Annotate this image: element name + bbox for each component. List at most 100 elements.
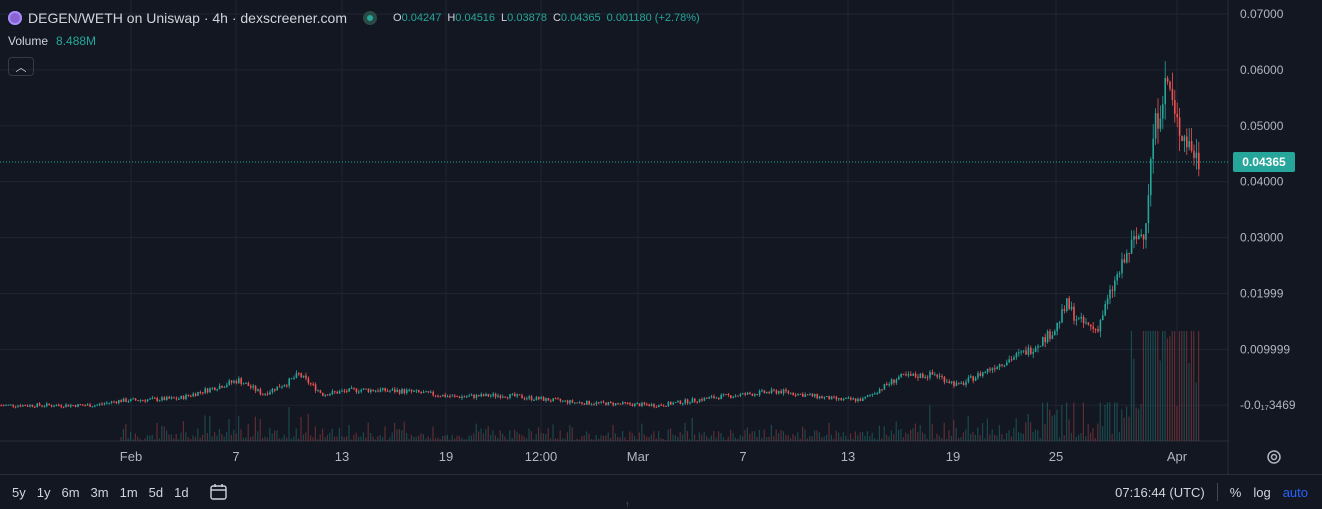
percent-scale-toggle[interactable]: % — [1229, 484, 1242, 500]
volume-bar — [511, 437, 513, 441]
volume-bar — [696, 439, 698, 441]
candle-body — [317, 390, 319, 392]
volume-bar — [1138, 408, 1140, 441]
candle-body — [300, 373, 302, 378]
volume-bar — [914, 423, 916, 441]
volume-bar — [876, 439, 878, 441]
volume-bar — [886, 435, 888, 441]
range-5d[interactable]: 5d — [148, 484, 164, 500]
volume-bar — [1090, 432, 1092, 441]
volume-bar — [526, 438, 528, 441]
volume-bar — [943, 422, 945, 441]
candle-body — [749, 392, 751, 394]
candle-body — [1142, 234, 1145, 240]
volume-bar — [295, 428, 297, 441]
candle-body — [202, 392, 204, 394]
candle-body — [1092, 326, 1094, 330]
candle-body — [67, 404, 70, 407]
candle-body — [962, 382, 965, 385]
volume-bar — [607, 432, 609, 441]
volume-bar — [216, 435, 218, 441]
candle-body — [343, 390, 346, 392]
volume-bar — [864, 435, 866, 441]
candle-body — [881, 389, 883, 391]
price-axis[interactable]: 0.07000 0.06000 0.05000 0.04000 0.03000 0.019… — [1240, 7, 1296, 412]
candle-body — [358, 391, 360, 393]
volume-bar — [926, 438, 928, 441]
candle-body — [326, 394, 329, 396]
range-1d[interactable]: 1d — [174, 484, 189, 500]
candle-body — [252, 385, 254, 388]
candle-body — [271, 388, 274, 393]
range-3m[interactable]: 3m — [90, 484, 109, 500]
candle-body — [725, 394, 727, 396]
candle-body — [206, 388, 209, 393]
volume-bar — [1178, 331, 1180, 441]
utc-clock[interactable]: 07:16:44 (UTC) — [1115, 484, 1205, 500]
volume-bar — [614, 433, 616, 441]
candlestick-chart[interactable]: 0.07000 0.06000 0.05000 0.04000 0.03000 0.019… — [0, 0, 1322, 474]
pane-resize-handle[interactable]: ↑ — [625, 499, 630, 509]
volume-bar — [1128, 416, 1130, 441]
candle-body — [1044, 337, 1046, 343]
candle-body — [965, 381, 967, 385]
candle-body — [818, 396, 821, 399]
range-6m[interactable]: 6m — [61, 484, 80, 500]
settings-icon[interactable] — [1265, 448, 1283, 466]
range-5y[interactable]: 5y — [12, 484, 26, 500]
candle-body — [542, 397, 545, 401]
calendar-range-icon[interactable] — [209, 483, 229, 501]
volume-bar — [506, 439, 508, 441]
volume-bar — [679, 431, 681, 441]
candle-body — [137, 400, 139, 402]
volume-bar — [883, 426, 885, 441]
candle-body — [1039, 345, 1042, 347]
candle-body — [372, 389, 374, 392]
log-scale-toggle[interactable]: log — [1253, 484, 1271, 500]
candle-body — [235, 380, 238, 384]
candle-body — [1109, 289, 1111, 299]
range-1m[interactable]: 1m — [119, 484, 138, 500]
candle-body — [132, 398, 134, 400]
candle-body — [134, 398, 137, 401]
volume-bar — [1034, 429, 1036, 441]
volume-bar — [1003, 439, 1005, 441]
auto-scale-toggle[interactable]: auto — [1282, 484, 1308, 500]
candle-body — [480, 394, 482, 397]
candle-body — [22, 405, 24, 407]
candle-body — [175, 398, 178, 400]
candle-body — [485, 393, 487, 397]
candle-body — [286, 385, 288, 387]
volume-bar — [286, 437, 288, 441]
volume-bar — [658, 431, 660, 441]
candle-body — [190, 395, 192, 397]
volume-bar — [907, 433, 909, 441]
volume-bar — [533, 439, 535, 441]
time-axis[interactable]: Feb 7 13 19 12:00 Mar 7 13 19 25 Apr — [120, 449, 1188, 464]
candle-body — [118, 400, 120, 404]
volume-bar — [830, 434, 832, 441]
volume-bar — [881, 438, 883, 441]
candle-body — [0, 405, 2, 407]
volume-bar — [646, 436, 648, 441]
volume-bar — [950, 435, 952, 441]
candle-body — [461, 396, 463, 398]
candle-body — [1166, 77, 1169, 82]
volume-bar — [314, 426, 316, 441]
candle-body — [1075, 319, 1078, 321]
candle-body — [626, 402, 629, 404]
volume-bar — [1123, 417, 1125, 441]
range-1y[interactable]: 1y — [36, 484, 51, 500]
volume-bar — [922, 432, 924, 441]
volume-bar — [1082, 402, 1084, 441]
candle-body — [658, 404, 660, 408]
volume-bar — [1068, 419, 1070, 441]
volume-bar — [240, 429, 242, 441]
volume-bar — [854, 431, 856, 441]
volume-bar — [600, 435, 602, 441]
volume-bar — [1195, 382, 1197, 441]
volume-bar — [636, 439, 638, 441]
candle-body — [782, 389, 785, 394]
collapse-legend-button[interactable]: ︿ — [8, 57, 34, 76]
candle-body — [852, 398, 854, 400]
